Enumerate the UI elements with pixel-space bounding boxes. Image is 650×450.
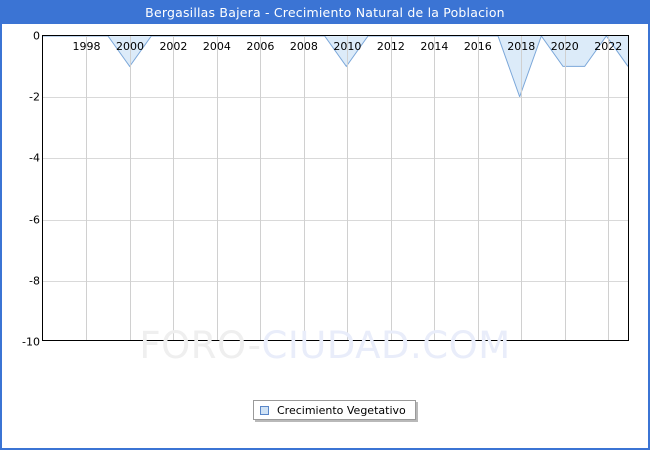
window-title: Bergasillas Bajera - Crecimiento Natural… [2, 2, 648, 24]
x-axis-tick-label: 2006 [246, 40, 275, 53]
y-axis-tick-label: -8 [29, 274, 40, 288]
gridline-vertical [564, 36, 566, 340]
gridline-vertical [521, 36, 523, 340]
x-axis-tick-label: 1998 [72, 40, 101, 53]
gridline-horizontal [43, 280, 628, 282]
y-axis-tick-label: -2 [29, 90, 40, 104]
legend-swatch-crecimiento-vegetativo [260, 405, 269, 415]
legend-label-crecimiento-vegetativo: Crecimiento Vegetativo [277, 403, 406, 417]
x-axis-tick-label: 2014 [420, 40, 449, 53]
series-fill [43, 36, 628, 97]
gridline-vertical [608, 36, 610, 340]
series-area-crecimiento-vegetativo [43, 36, 628, 99]
x-axis-tick-label: 2010 [333, 40, 362, 53]
x-axis-tick-label: 2002 [159, 40, 188, 53]
x-axis-tick-label: 2000 [115, 40, 144, 53]
x-axis-tick-label: 2016 [463, 40, 492, 53]
x-axis-tick-label: 2018 [507, 40, 536, 53]
gridline-vertical [303, 36, 305, 340]
gridline-vertical [347, 36, 349, 340]
series-line [43, 36, 628, 99]
gridline-horizontal [43, 158, 628, 160]
gridline-vertical [173, 36, 175, 340]
y-axis: 0 -2 -4 -6 -8 -10 [2, 30, 40, 349]
x-axis-tick-label: 2020 [550, 40, 579, 53]
plot-area: 1998 2000 2002 2004 2006 2008 2010 2012 2014 2016… [42, 35, 629, 341]
footer-url[interactable]: http://www.foro-ciudad.com [488, 447, 634, 448]
x-axis-tick-label: 2012 [376, 40, 405, 53]
gridline-vertical [216, 36, 218, 340]
chart-legend[interactable]: Crecimiento Vegetativo [253, 400, 416, 420]
chart-canvas: 0 -2 -4 -6 -8 -10 1998 2000 2002 2004 2006 2008 201… [2, 24, 648, 448]
gridline-vertical [477, 36, 479, 340]
y-axis-tick-label: -6 [29, 213, 40, 227]
x-axis-tick-label: 2004 [202, 40, 231, 53]
y-axis-tick-label: 0 [33, 29, 40, 43]
gridline-horizontal [43, 97, 628, 99]
gridline-vertical [434, 36, 436, 340]
x-axis-tick-label: 2008 [289, 40, 318, 53]
gridline-vertical [260, 36, 262, 340]
gridline-vertical [390, 36, 392, 340]
y-axis-tick-label: -10 [22, 335, 40, 349]
gridline-horizontal [43, 219, 628, 221]
y-axis-tick-label: -4 [29, 151, 40, 165]
gridline-vertical [129, 36, 131, 340]
x-axis-tick-label: 2022 [594, 40, 623, 53]
gridline-vertical [86, 36, 88, 340]
